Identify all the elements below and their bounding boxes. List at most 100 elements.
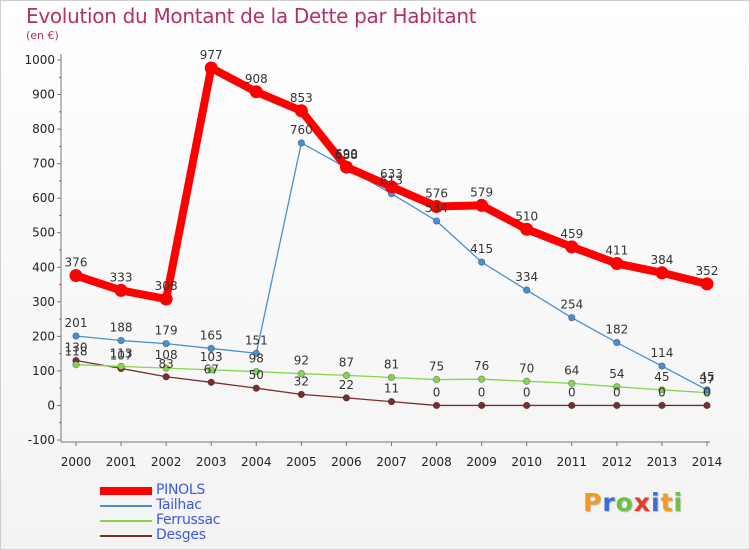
data-point-desges [658,401,666,410]
logo-letter: x [633,488,651,517]
data-label-ferrussac: 81 [384,357,399,371]
data-point-ferrussac [523,377,531,385]
data-label-ferrussac: 103 [200,350,223,364]
data-point-desges [613,401,621,410]
data-label-tailhac: 534 [425,201,448,215]
data-point-pinols [249,85,263,99]
x-tick-label: 2014 [692,455,723,469]
data-point-ferrussac [342,371,351,380]
data-point-desges [252,384,260,392]
data-point-desges [297,390,306,399]
chart-subtitle: (en €) [26,29,59,42]
data-label-desges: 0 [568,385,576,399]
x-tick-label: 2005 [286,455,317,469]
legend-swatch [100,505,152,507]
data-label-pinols: 633 [380,167,403,181]
x-tick-label: 2006 [331,455,362,469]
data-label-ferrussac: 64 [564,363,579,377]
data-label-desges: 107 [110,348,133,362]
y-tick-label: -100 [28,433,55,447]
data-label-pinols: 459 [560,227,583,241]
data-point-ferrussac [568,379,576,387]
data-point-desges [568,401,576,410]
data-label-pinols: 376 [65,256,88,270]
logo-letter: P [583,488,603,517]
data-point-ferrussac [658,386,666,394]
x-tick-label: 2008 [421,455,452,469]
data-point-ferrussac [252,367,260,376]
data-point-pinols [430,199,444,213]
data-point-tailhac [432,217,441,225]
data-point-tailhac [613,338,621,347]
data-point-desges [207,378,215,386]
data-point-ferrussac [162,364,170,372]
data-label-ferrussac: 70 [519,361,534,375]
y-tick-label: 200 [32,329,55,343]
legend-swatch [100,535,152,537]
data-point-pinols [294,104,308,118]
data-point-ferrussac [72,361,80,369]
data-label-tailhac: 760 [290,123,313,137]
data-point-tailhac [72,332,80,340]
x-tick-label: 2013 [647,455,678,469]
data-point-ferrussac [613,383,621,391]
legend-label: Ferrussac [156,512,221,528]
data-label-pinols: 510 [515,209,538,223]
data-point-pinols [384,180,398,194]
legend-label: Tailhac [156,497,202,513]
data-point-tailhac [703,386,711,394]
data-label-pinols: 908 [245,72,268,86]
data-point-pinols [204,61,218,75]
x-tick-label: 2002 [151,455,182,469]
x-tick-label: 2009 [466,455,497,469]
data-label-pinols: 308 [155,279,178,293]
data-point-pinols [475,198,489,212]
data-label-tailhac: 613 [380,174,403,188]
data-point-tailhac [523,286,531,294]
data-label-tailhac: 334 [515,270,538,284]
data-point-tailhac [162,339,170,348]
data-label-desges: 11 [384,382,399,396]
data-label-desges: 32 [294,374,309,388]
legend-label: Desges [156,527,206,543]
logo-letter: r [602,488,616,517]
chart-title: Evolution du Montant de la Dette par Hab… [26,4,477,28]
data-point-pinols [565,240,579,254]
logo-letter: i [673,488,684,517]
data-point-tailhac [568,314,576,322]
data-label-tailhac: 415 [470,242,493,256]
data-label-tailhac: 688 [335,148,358,162]
x-tick-label: 2004 [241,455,272,469]
data-point-desges [342,394,351,402]
data-point-ferrussac [117,362,125,371]
logo-letter: o [615,488,634,517]
y-tick-label: 500 [32,226,55,240]
x-tick-label: 2007 [376,455,407,469]
data-label-tailhac: 45 [699,370,714,384]
data-label-tailhac: 151 [245,333,268,347]
data-point-ferrussac [477,375,486,383]
x-tick-label: 2003 [196,455,227,469]
data-point-desges [162,373,170,381]
x-tick-label: 2001 [106,455,137,469]
legend-label: PINOLS [156,482,205,498]
data-label-desges: 0 [523,385,531,399]
data-point-ferrussac [207,366,215,374]
legend-swatch [100,487,152,495]
data-point-pinols [520,222,534,236]
x-tick-label: 2000 [61,455,92,469]
y-tick-label: 800 [32,122,55,136]
data-label-ferrussac: 75 [429,360,444,374]
data-label-tailhac: 182 [605,323,628,337]
y-tick-label: 400 [32,260,55,274]
data-label-desges: 67 [204,362,219,376]
logo-letter: t [660,488,674,517]
data-label-desges: 0 [613,385,621,399]
logo-letter: i [651,488,661,517]
data-label-ferrussac: 37 [699,373,714,387]
data-point-ferrussac [432,375,441,384]
data-label-pinols: 690 [335,147,358,161]
data-label-desges: 130 [65,341,88,355]
data-label-desges: 83 [158,357,173,371]
